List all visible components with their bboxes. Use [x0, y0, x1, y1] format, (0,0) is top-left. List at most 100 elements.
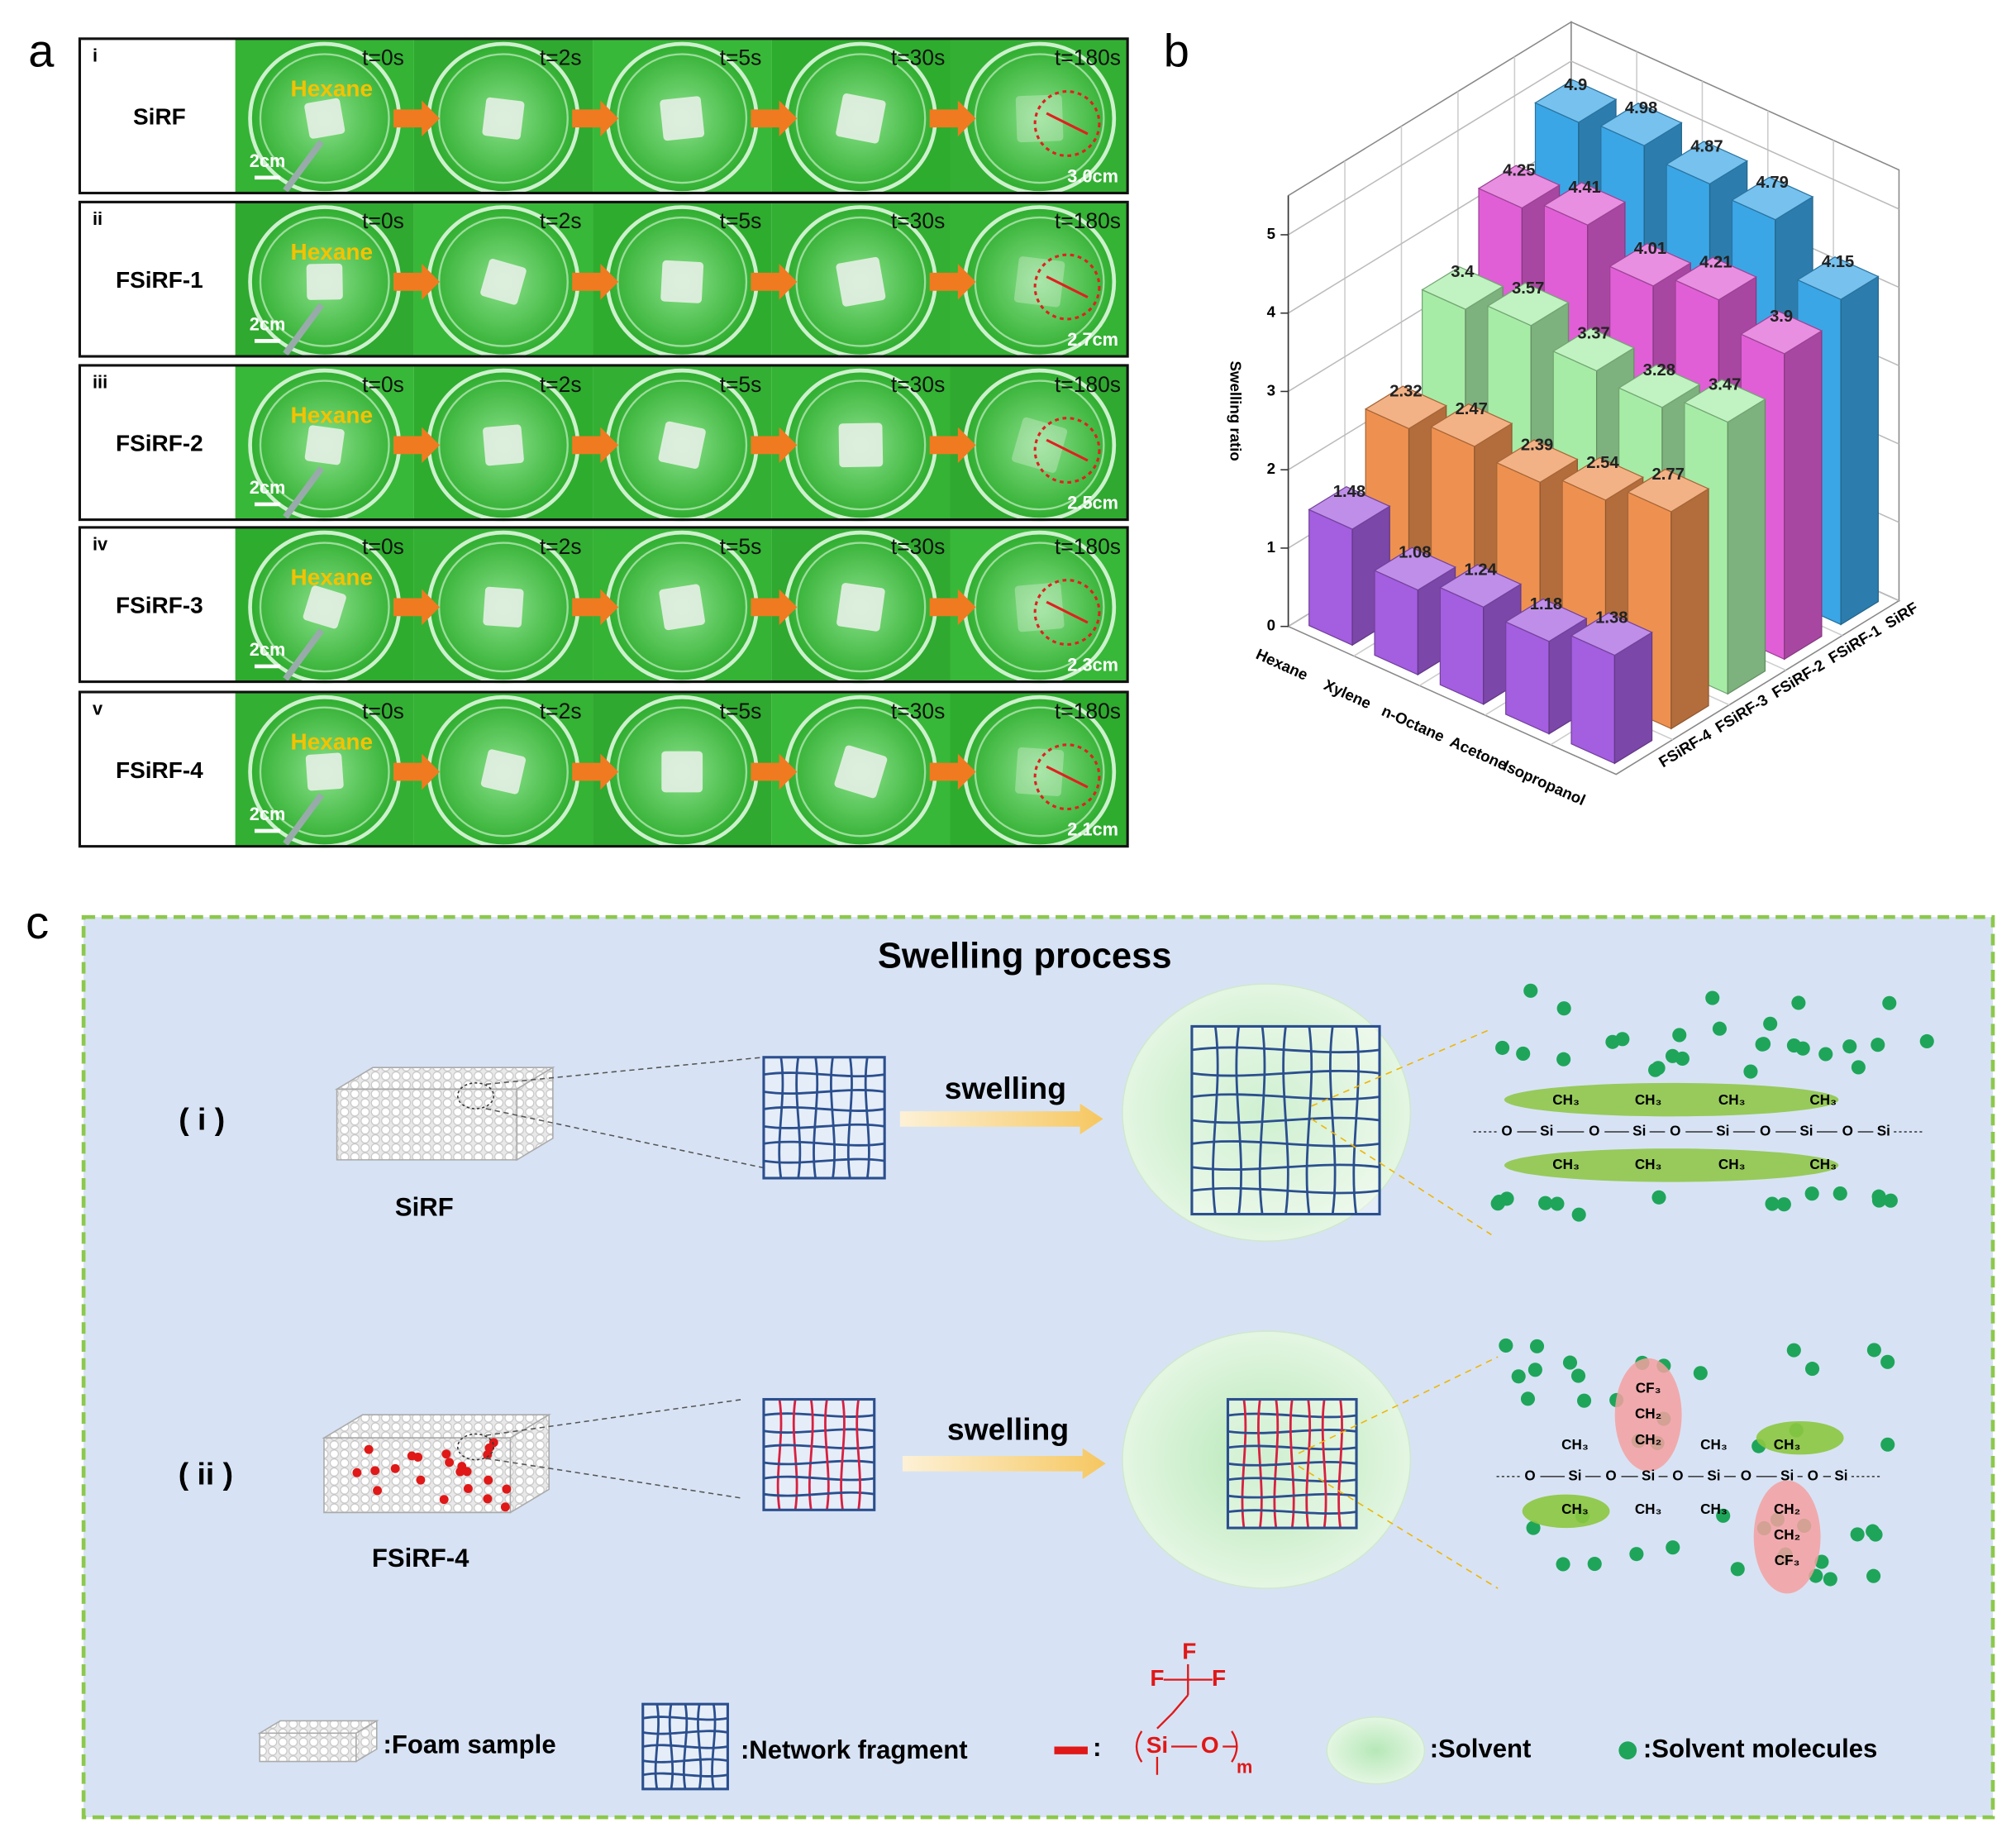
bar-top: [1421, 266, 1504, 310]
bar-top: [1430, 403, 1513, 447]
network-strand: [1235, 1026, 1242, 1215]
solvent-molecule: [1814, 1554, 1829, 1569]
bar-top: [1665, 141, 1748, 185]
side-group: CH₃: [1552, 1092, 1580, 1108]
dish-rim: [259, 706, 390, 838]
bar-top: [1609, 242, 1692, 287]
fluoro-dot: [500, 1502, 510, 1512]
dish-rim: [259, 216, 390, 347]
chain-atom: Si: [1877, 1124, 1890, 1139]
network-border: [641, 1702, 729, 1791]
bar-top: [1373, 546, 1456, 591]
solvent-molecule: [1763, 1016, 1778, 1031]
network-strand: [1191, 1069, 1380, 1077]
time-label: t=30s: [891, 208, 945, 233]
fluoro-dot: [483, 1450, 493, 1460]
z-tick-label: 2: [1267, 460, 1275, 477]
solvent-molecule: [1605, 1034, 1620, 1049]
solvent-molecule: [1705, 990, 1720, 1005]
network-strand: [642, 1758, 728, 1763]
time-label: t=180s: [1055, 208, 1121, 233]
network-strand: [1191, 1140, 1380, 1148]
network-strand: [1212, 1026, 1219, 1215]
time-label: t=2s: [540, 208, 582, 233]
diameter-circle: [1033, 743, 1101, 811]
side-group: CH₃: [1552, 1157, 1580, 1172]
fluoro-group: CF₃: [1636, 1381, 1661, 1396]
value-label: 2.77: [1652, 465, 1685, 484]
time-label: t=5s: [720, 45, 762, 70]
time-label: t=180s: [1055, 534, 1121, 559]
time-label: t=0s: [362, 534, 404, 559]
network-strand: [1227, 1492, 1357, 1499]
foam-side: [355, 1720, 378, 1763]
zoom-circle: [456, 1082, 495, 1110]
process-arrow: [929, 589, 976, 626]
diameter-arrow: [1046, 112, 1089, 136]
side-group: CH₃: [1700, 1501, 1728, 1517]
zoom-line: [485, 1398, 744, 1436]
network-strand: [763, 1412, 875, 1418]
diameter-circle: [1033, 417, 1101, 484]
bar-top: [1364, 385, 1448, 430]
value-label: 3.37: [1577, 325, 1609, 343]
solvent-molecule: [1851, 1060, 1866, 1075]
solvent-molecule: [1511, 1369, 1526, 1384]
unit-formula: F: [1182, 1638, 1196, 1663]
solvent-molecule: [1712, 1021, 1727, 1036]
solvent-layer: [1522, 1494, 1610, 1529]
unit-formula: F: [1212, 1665, 1226, 1691]
solvent-molecule: [1527, 1363, 1542, 1377]
foam-cube: [306, 263, 343, 300]
value-label: 3.28: [1643, 361, 1675, 379]
value-label: 4.9: [1564, 76, 1587, 94]
chain-atom: O: [1741, 1468, 1751, 1483]
schematic-title: Swelling process: [878, 936, 1172, 976]
sample-label: FSiRF-4: [372, 1544, 469, 1573]
network-strand: [763, 1444, 875, 1450]
sample-box: [79, 38, 236, 193]
process-arrow: [393, 264, 440, 300]
chain-atom: Si: [1834, 1468, 1847, 1483]
foam-cube: [834, 745, 888, 799]
time-label: t=0s: [362, 208, 404, 233]
solvent-ellipse: [1122, 1330, 1412, 1589]
bar-top: [1543, 182, 1627, 226]
unit-bracket: [1135, 1730, 1143, 1763]
diameter-label: 2.3cm: [1067, 655, 1118, 675]
network-strand: [1191, 1186, 1380, 1195]
network-strand: [1258, 1026, 1266, 1215]
network-strand: [776, 1399, 783, 1511]
chain-atom: O: [1842, 1124, 1853, 1139]
diameter-label: 3.0cm: [1067, 166, 1118, 187]
network-strand: [682, 1703, 689, 1790]
schematic-box: [81, 914, 1995, 1820]
legend-label: :Network fragment: [741, 1735, 968, 1764]
row-numeral: iii: [93, 371, 107, 392]
time-label: t=180s: [1055, 372, 1121, 397]
bar-top: [1534, 79, 1618, 123]
unit-formula: Si: [1146, 1732, 1168, 1758]
bar-top: [1599, 103, 1683, 146]
chain-atom: Si: [1632, 1124, 1646, 1139]
network-fragment: [1190, 1024, 1381, 1216]
value-label: 4.25: [1503, 162, 1535, 180]
bar-top: [1486, 282, 1570, 327]
tweezers: [283, 303, 325, 356]
solvent-molecule: [1556, 1052, 1571, 1067]
value-label: 3.47: [1709, 376, 1741, 394]
chain-atom: O: [1760, 1124, 1771, 1139]
solvent-molecule: [1666, 1540, 1680, 1555]
solvent-molecule: [1776, 1197, 1791, 1212]
foam-cube: [660, 96, 705, 141]
value-label: 1.24: [1464, 561, 1497, 579]
network-border: [762, 1397, 876, 1511]
chain-atom: Si: [1707, 1468, 1720, 1483]
network-strand: [763, 1491, 875, 1497]
chain-atom: Si: [1642, 1468, 1655, 1483]
tweezers: [283, 793, 325, 846]
fluoro-dot: [502, 1484, 512, 1494]
network-strand: [763, 1475, 875, 1482]
process-arrow: [393, 100, 440, 137]
side-group: CH₃: [1774, 1437, 1801, 1453]
